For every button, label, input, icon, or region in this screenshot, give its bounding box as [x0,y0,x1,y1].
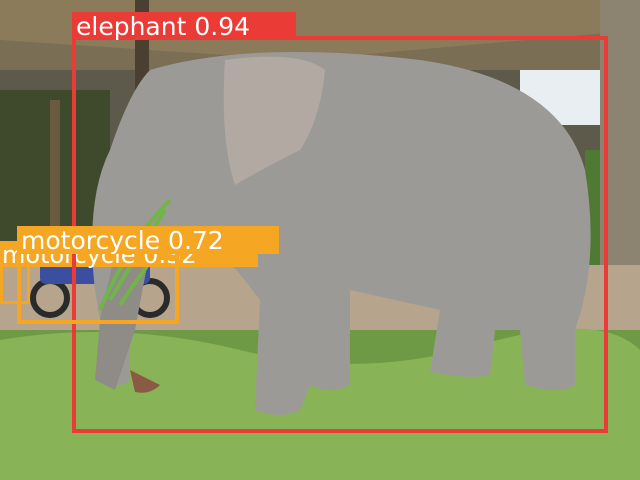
detection-class-name: motorcycle [21,226,161,255]
detection-label-elephant: elephant 0.94 [72,12,296,40]
elephant-shape [92,52,591,415]
wooden-post-left [50,100,60,270]
detection-score: 0.94 [194,12,251,41]
detection-label-motorcycle: motorcycle 0.72 [17,226,279,254]
detection-class-name: elephant [76,12,187,41]
detection-box-motorcycle [17,250,179,324]
detection-score: 0.72 [168,226,224,255]
